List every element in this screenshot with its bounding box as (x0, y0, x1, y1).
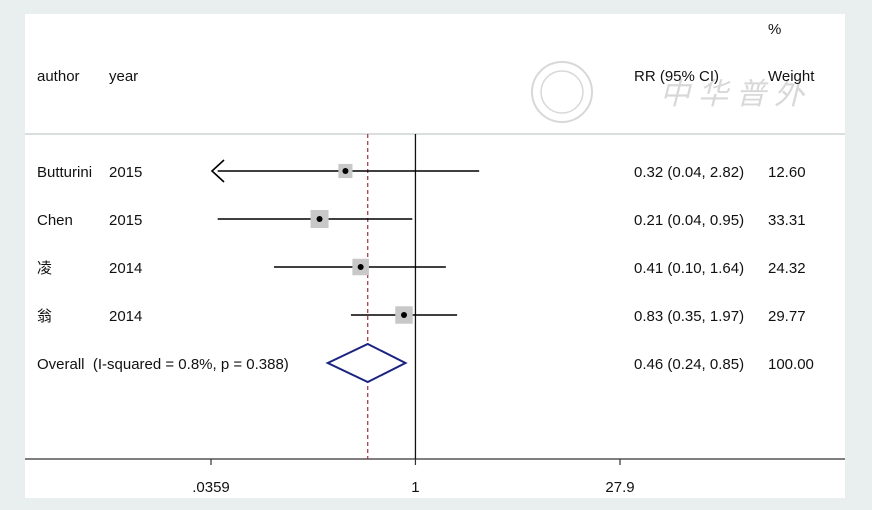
header-weight: Weight (768, 68, 815, 85)
point-estimate (316, 216, 323, 222)
overall-row: Overall (I-squared = 0.8%, p = 0.388) 0.… (37, 342, 814, 384)
plot-panel (25, 14, 845, 498)
ci-arrow-left (210, 159, 225, 183)
point-estimate (342, 168, 349, 174)
overall-ci-text: 0.46 (0.24, 0.85) (634, 356, 744, 373)
study-year: 2014 (109, 308, 142, 325)
header-weight-pct: % (768, 21, 781, 38)
watermark-text: 中华普外 (660, 77, 812, 112)
x-tick-label: 27.9 (605, 479, 634, 496)
study-weight: 33.31 (768, 212, 806, 229)
study-year: 2015 (109, 212, 142, 229)
point-estimate (401, 312, 408, 318)
x-axis-ticks: .0359 1 27.9 (192, 459, 635, 496)
study-ci-text: 0.21 (0.04, 0.95) (634, 212, 744, 229)
study-author: Chen (37, 212, 73, 229)
study-row: 凌 2014 0.41 (0.10, 1.64) 24.32 (37, 258, 806, 277)
overall-weight: 100.00 (768, 356, 814, 373)
study-row: Chen 2015 0.21 (0.04, 0.95) 33.31 (37, 210, 806, 229)
study-row: Butturini 2015 0.32 (0.04, 2.82) 12.60 (37, 159, 806, 183)
study-row: 翁 2014 0.83 (0.35, 1.97) 29.77 (37, 306, 806, 325)
study-author: Butturini (37, 164, 92, 181)
watermark-seal-inner (540, 70, 584, 114)
watermark-seal-outer (531, 61, 593, 123)
point-estimate (357, 264, 364, 270)
header-author: author (37, 68, 80, 85)
study-year: 2015 (109, 164, 142, 181)
x-tick-label: .0359 (192, 479, 230, 496)
study-year: 2014 (109, 260, 142, 277)
study-author: 凌 (37, 259, 52, 277)
study-ci-text: 0.83 (0.35, 1.97) (634, 308, 744, 325)
header-effect: RR (95% CI) (634, 68, 719, 85)
study-weight: 29.77 (768, 308, 806, 325)
header-year: year (109, 68, 138, 85)
study-weight: 24.32 (768, 260, 806, 277)
study-ci-text: 0.41 (0.10, 1.64) (634, 260, 744, 277)
study-author: 翁 (37, 307, 52, 325)
table-header: author year RR (95% CI) % Weight (37, 21, 815, 85)
overall-diamond (325, 342, 408, 384)
x-tick-label: 1 (411, 479, 419, 496)
study-weight: 12.60 (768, 164, 806, 181)
watermark: 中华普外 (531, 61, 812, 123)
overall-label: Overall (I-squared = 0.8%, p = 0.388) (37, 356, 289, 373)
study-ci-text: 0.32 (0.04, 2.82) (634, 164, 744, 181)
